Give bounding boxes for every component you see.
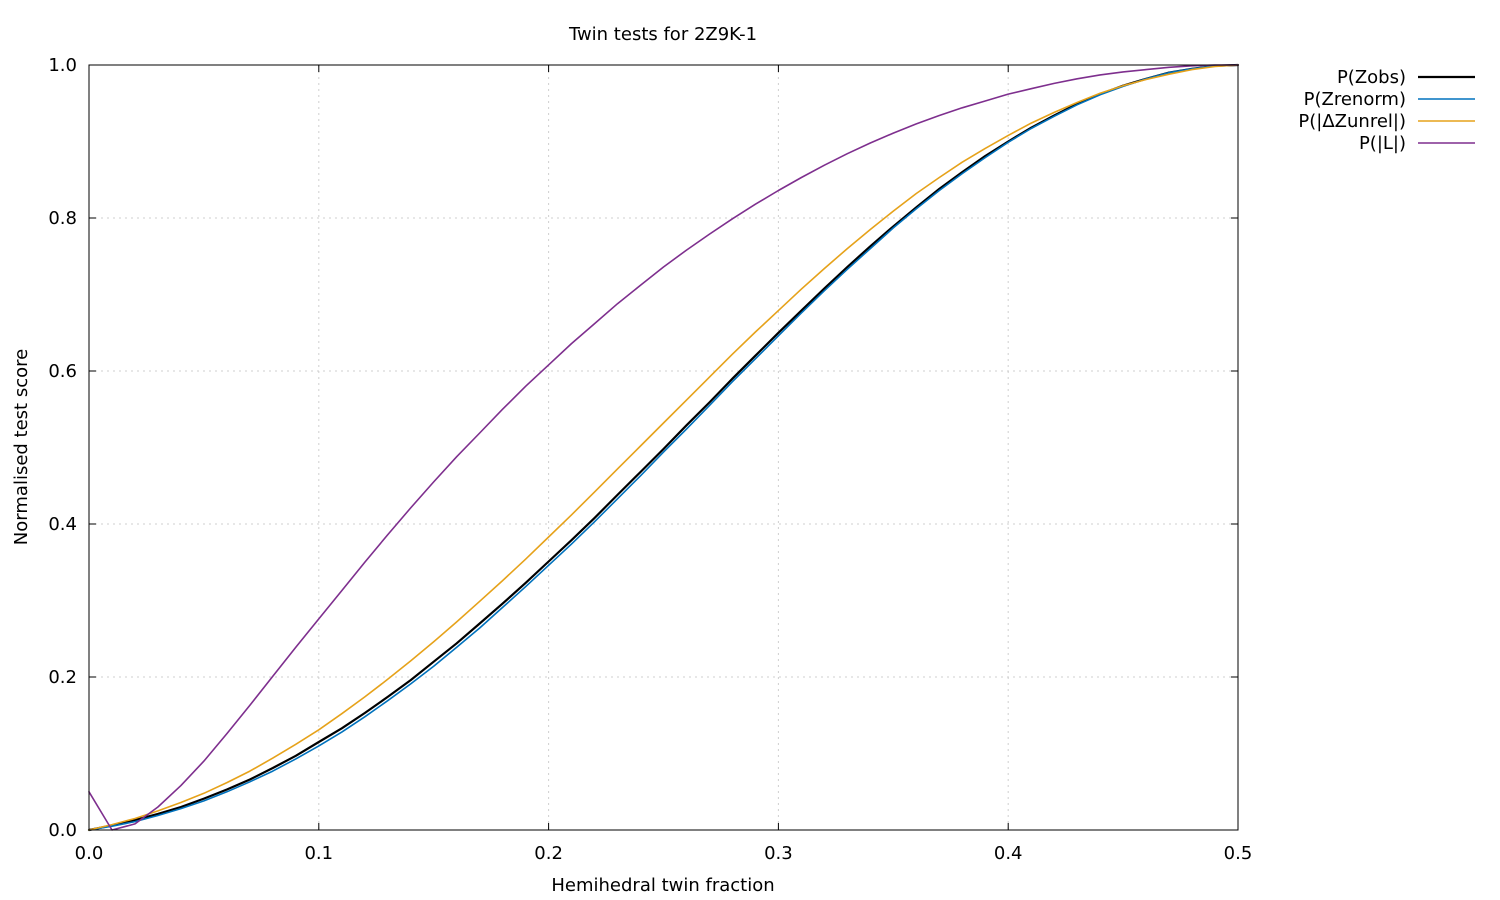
series-line-1 <box>87 63 1240 832</box>
series-line-4 <box>88 64 1239 831</box>
x-tick-label: 0.3 <box>764 843 793 864</box>
y-tick-label: 0.2 <box>48 667 77 688</box>
y-tick-label: 0.0 <box>48 820 77 841</box>
x-tick-label: 0.4 <box>994 843 1023 864</box>
series-lines <box>87 63 1240 832</box>
grid-lines <box>89 65 1238 830</box>
legend-label: P(|ΔZunrel|) <box>1298 111 1406 132</box>
legend-label: P(|L|) <box>1359 133 1406 154</box>
legend-label: P(Zrenorm) <box>1304 89 1406 110</box>
legend: P(Zobs)P(Zrenorm)P(|ΔZunrel|)P(|L|) <box>1298 67 1475 154</box>
series-line-3 <box>88 64 1239 831</box>
y-axis-label: Normalised test score <box>11 349 32 545</box>
y-tick-label: 1.0 <box>48 55 77 76</box>
chart-title: Twin tests for 2Z9K-1 <box>568 24 757 45</box>
legend-entry-3: P(|ΔZunrel|) <box>1298 111 1475 132</box>
y-tick-label: 0.8 <box>48 208 77 229</box>
legend-entry-2: P(Zrenorm) <box>1304 89 1475 110</box>
x-tick-label: 0.1 <box>304 843 333 864</box>
x-tick-label: 0.0 <box>75 843 104 864</box>
legend-label: P(Zobs) <box>1337 67 1406 88</box>
x-tick-label: 0.2 <box>534 843 563 864</box>
y-tick-label: 0.6 <box>48 361 77 382</box>
plot-frame <box>88 64 1239 831</box>
legend-entry-1: P(Zobs) <box>1337 67 1475 88</box>
axis-ticks: 0.0 0.1 0.2 0.3 0.4 0.5 0.0 0.2 0.4 0.6 0.8 1.0 <box>48 55 1252 864</box>
y-tick-label: 0.4 <box>48 514 77 535</box>
x-tick-label: 0.5 <box>1224 843 1253 864</box>
series-line-2 <box>88 64 1239 831</box>
x-axis-label: Hemihedral twin fraction <box>551 875 774 896</box>
legend-entry-4: P(|L|) <box>1359 133 1475 154</box>
